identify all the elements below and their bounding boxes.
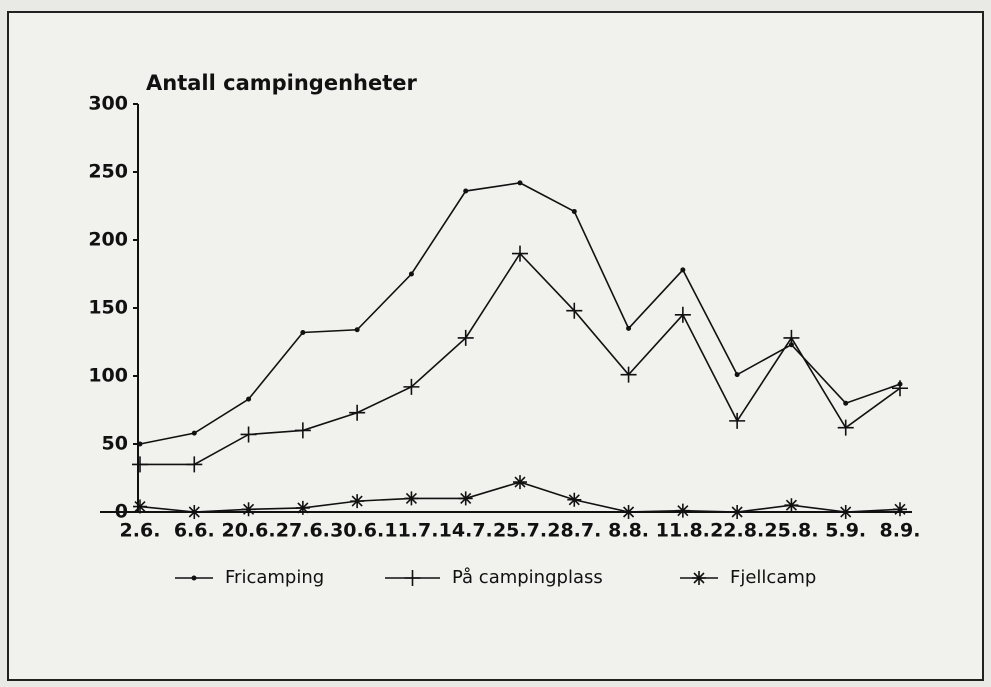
point xyxy=(133,499,147,514)
point xyxy=(241,502,256,517)
x-tick-label: 25.7. xyxy=(493,520,547,542)
point xyxy=(408,271,414,277)
point xyxy=(240,426,257,443)
point xyxy=(349,404,366,421)
chart-title: Antall campingenheter xyxy=(146,71,418,95)
point xyxy=(893,502,907,517)
point xyxy=(458,491,473,506)
point xyxy=(295,500,310,515)
x-tick-label: 11.8. xyxy=(656,520,710,542)
point xyxy=(729,412,746,429)
point xyxy=(457,329,474,346)
y-tick-label: 100 xyxy=(88,365,128,387)
point xyxy=(512,245,528,262)
point xyxy=(404,491,419,506)
point xyxy=(734,372,740,378)
point xyxy=(132,456,148,473)
x-tick-label: 8.8. xyxy=(608,520,649,542)
x-tick-label: 2.6. xyxy=(120,520,161,542)
point xyxy=(566,302,583,319)
legend-marker xyxy=(191,575,197,581)
point xyxy=(354,327,360,333)
legend-label: På campingplass xyxy=(452,567,603,588)
legend-marker xyxy=(404,570,421,586)
point xyxy=(463,188,469,194)
point xyxy=(620,366,637,383)
x-tick-label: 8.9. xyxy=(880,520,921,542)
point xyxy=(294,422,311,439)
point xyxy=(403,378,420,395)
y-tick-label: 300 xyxy=(88,93,128,115)
point xyxy=(246,396,252,402)
x-tick-label: 25.8. xyxy=(764,520,818,542)
x-tick-label: 22.8. xyxy=(710,520,764,542)
point xyxy=(621,505,636,519)
y-tick-label: 50 xyxy=(102,433,128,455)
x-tick-label: 6.6. xyxy=(174,520,215,542)
point xyxy=(837,419,854,436)
y-tick-label: 150 xyxy=(88,297,128,319)
point xyxy=(567,492,582,507)
x-tick-label: 30.6. xyxy=(330,520,384,542)
point xyxy=(892,380,908,397)
point xyxy=(517,180,523,186)
legend-marker xyxy=(692,571,706,585)
point xyxy=(680,267,686,273)
point xyxy=(137,441,143,447)
frame xyxy=(7,11,984,681)
point xyxy=(843,400,849,406)
point xyxy=(191,430,197,436)
x-tick-label: 14.7. xyxy=(439,520,493,542)
y-tick-label: 0 xyxy=(115,501,128,523)
point xyxy=(783,329,800,346)
point xyxy=(626,325,632,331)
point xyxy=(675,503,690,518)
point xyxy=(571,208,577,214)
point xyxy=(186,456,203,473)
legend-label: Fricamping xyxy=(225,567,324,588)
point xyxy=(350,494,365,509)
y-tick-label: 200 xyxy=(88,229,128,251)
point xyxy=(838,505,853,519)
point xyxy=(187,505,202,519)
legend-label: Fjellcamp xyxy=(730,567,816,588)
x-tick-label: 5.9. xyxy=(825,520,866,542)
x-tick-label: 11.7. xyxy=(384,520,438,542)
point xyxy=(674,306,691,323)
point xyxy=(730,505,745,519)
y-tick-label: 250 xyxy=(88,161,128,183)
x-tick-label: 28.7. xyxy=(547,520,601,542)
point xyxy=(300,329,306,335)
point xyxy=(513,475,527,490)
x-tick-label: 27.6. xyxy=(276,520,330,542)
x-tick-label: 20.6. xyxy=(222,520,276,542)
point xyxy=(784,498,799,513)
